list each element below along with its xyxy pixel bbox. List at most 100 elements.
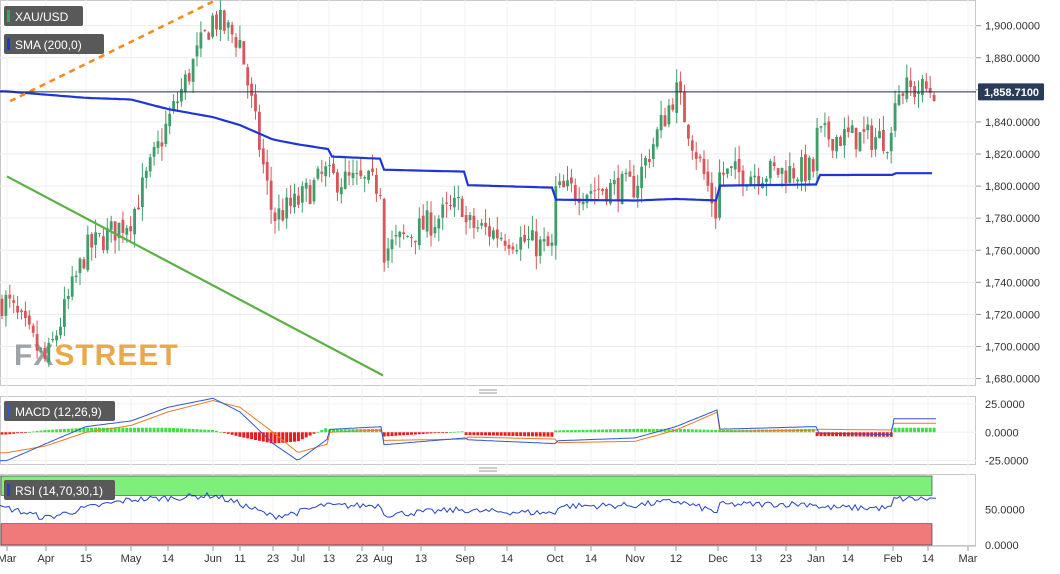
candle-bull: [589, 191, 593, 194]
macd-histogram-bar: [289, 432, 293, 443]
macd-histogram-bar: [624, 429, 628, 433]
macd-histogram-bar: [581, 429, 585, 433]
candle-bear: [679, 81, 682, 93]
macd-histogram-bar: [20, 432, 23, 434]
candle-bull: [850, 125, 854, 133]
candle-bear: [663, 115, 667, 127]
macd-histogram-bar: [530, 432, 534, 437]
macd-histogram-bar: [468, 432, 472, 436]
macd-histogram-bar: [476, 432, 480, 436]
candle-bear: [222, 10, 226, 31]
candle-bull: [86, 234, 90, 271]
macd-histogram-bar: [43, 430, 47, 433]
candle-bull: [324, 166, 328, 177]
candle-bull: [180, 89, 183, 102]
candle-bear: [597, 188, 601, 190]
candle-bull: [499, 237, 503, 240]
watermark-street: STREET: [54, 339, 178, 372]
macd-histogram-bar: [254, 432, 257, 440]
candle-bull: [566, 180, 569, 187]
candle-bull: [527, 238, 530, 241]
macd-histogram-bar: [491, 432, 495, 436]
macd-histogram-bar: [94, 427, 98, 433]
sma-legend-swatch: [7, 38, 10, 50]
candle-bear: [573, 185, 577, 199]
symbol-legend[interactable]: XAU/USD: [4, 6, 83, 26]
macd-histogram-bar: [218, 431, 222, 433]
candle-bull: [39, 348, 43, 350]
candle-bear: [402, 232, 406, 235]
macd-histogram-bar: [234, 432, 238, 436]
macd-histogram-bar: [690, 429, 694, 433]
candle-bull: [453, 197, 456, 208]
price-axis-label: 1,720.0000: [985, 309, 1040, 321]
candle-bear: [839, 136, 842, 146]
candle-bear: [464, 214, 468, 223]
macd-histogram-bar: [593, 429, 597, 433]
macd-histogram-bar: [300, 432, 304, 440]
candle-bear: [562, 180, 565, 188]
macd-histogram-bar: [8, 432, 12, 435]
macd-histogram-bar: [269, 432, 273, 444]
candle-bear: [628, 171, 632, 177]
candle-bear: [683, 91, 686, 123]
candle-bull: [4, 294, 8, 316]
candle-bull: [542, 239, 546, 242]
macd-histogram-bar: [456, 431, 460, 433]
candle-bull: [644, 158, 647, 166]
panel-resize-handle-macd[interactable]: [479, 389, 497, 394]
candle-bear: [160, 142, 164, 147]
candle-bull: [66, 296, 70, 300]
macd-histogram-bar: [347, 429, 351, 433]
macd-histogram-bar: [686, 429, 690, 433]
macd-histogram-bar: [663, 428, 667, 433]
time-axis-label: 15: [80, 553, 92, 565]
candle-bull: [152, 146, 156, 157]
sma-legend[interactable]: SMA (200,0): [4, 34, 104, 54]
candle-bear: [187, 73, 191, 82]
symbol-legend-label: XAU/USD: [15, 10, 69, 24]
candle-bear: [16, 305, 19, 313]
candle-bear: [648, 159, 651, 163]
candle-bull: [59, 326, 62, 336]
macd-histogram-bar: [35, 431, 39, 433]
candle-bear: [207, 32, 211, 40]
candle-bear: [772, 162, 776, 167]
macd-histogram-bar: [144, 427, 148, 433]
candle-bull: [823, 123, 827, 126]
candle-bull: [476, 227, 480, 229]
candle-bull: [339, 187, 343, 195]
macd-histogram-bar: [601, 429, 605, 433]
macd-histogram-bar: [842, 432, 846, 437]
macd-histogram-bar: [195, 429, 199, 433]
macd-histogram-bar: [679, 428, 683, 433]
candle-bull: [328, 165, 331, 167]
macd-histogram-bar: [507, 432, 511, 436]
panel-resize-handle-rsi[interactable]: [479, 467, 497, 472]
macd-legend[interactable]: MACD (12,26,9): [4, 401, 115, 421]
candle-bull: [355, 172, 359, 174]
rsi-overbought-band: [0, 475, 933, 496]
candle-bull: [729, 166, 733, 169]
macd-histogram-bar: [308, 432, 312, 436]
macd-legend-bg: [4, 401, 115, 421]
candle-bear: [776, 168, 780, 175]
candle-bear: [24, 310, 27, 319]
macd-histogram-bar: [429, 432, 433, 434]
macd-histogram-bar: [605, 429, 608, 433]
macd-histogram-bar: [569, 430, 573, 433]
candle-bear: [347, 172, 351, 176]
candle-bear: [854, 127, 858, 150]
rsi-legend[interactable]: RSI (14,70,30,1): [4, 480, 115, 500]
macd-histogram-bar: [702, 429, 706, 433]
sma-200-series: [0, 90, 932, 202]
candle-bull: [538, 239, 542, 256]
macd-histogram-bar: [464, 432, 468, 435]
time-axis-label: Jan: [807, 553, 825, 565]
candle-bear: [421, 215, 425, 230]
macd-histogram-bar: [589, 429, 593, 433]
macd-histogram-bar: [105, 427, 109, 433]
candle-bull: [183, 74, 187, 93]
candle-bear: [909, 80, 913, 87]
candle-bull: [211, 15, 214, 37]
